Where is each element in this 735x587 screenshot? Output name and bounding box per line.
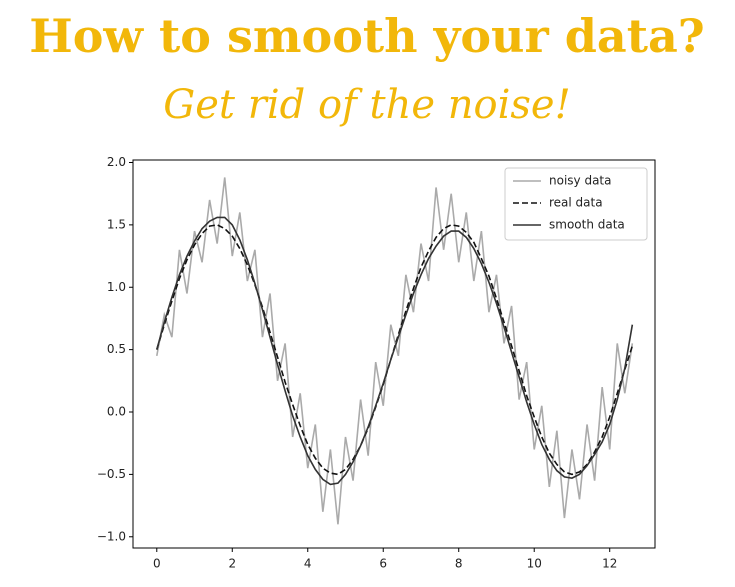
legend-label: real data — [549, 196, 603, 210]
y-tick-label: 2.0 — [107, 155, 126, 169]
y-tick-label: −0.5 — [97, 467, 126, 481]
series-line — [156, 216, 634, 486]
y-tick-label: 0.0 — [107, 405, 126, 419]
y-tick-label: 0.5 — [107, 342, 126, 356]
x-tick-label: 10 — [527, 557, 542, 571]
chart-subtitle: Get rid of the noise! — [163, 82, 570, 128]
x-tick-label: 12 — [602, 557, 617, 571]
legend-label: noisy data — [549, 174, 611, 188]
legend-box — [504, 167, 648, 241]
x-tick-label: 0 — [153, 557, 161, 571]
x-tick-label: 4 — [304, 557, 312, 571]
legend-label: smooth data — [549, 218, 625, 232]
y-tick-label: 1.0 — [107, 280, 126, 294]
y-tick-label: −1.0 — [97, 529, 126, 543]
x-tick-label: 2 — [228, 557, 236, 571]
series-line — [155, 177, 634, 525]
chart-title: How to smooth your data? — [29, 9, 704, 63]
plot-frame — [132, 159, 656, 549]
x-tick-label: 8 — [455, 557, 463, 571]
y-tick-label: 1.5 — [107, 217, 126, 231]
x-tick-label: 6 — [379, 557, 387, 571]
